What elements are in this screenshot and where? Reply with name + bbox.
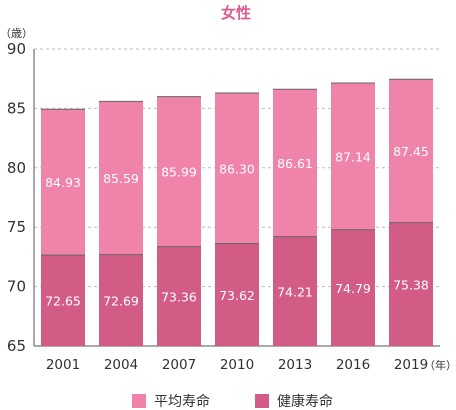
bar-healthy-life — [389, 222, 433, 346]
data-label-average-life: 84.93 — [45, 175, 81, 190]
legend-swatch — [255, 394, 269, 408]
x-tick-label: 2019 — [394, 357, 428, 373]
legend-label: 平均寿命 — [154, 393, 210, 410]
bar-healthy-life — [157, 246, 201, 346]
x-tick-label: 2013 — [278, 357, 312, 373]
y-tick-label: 70 — [7, 278, 26, 296]
data-label-average-life: 85.59 — [103, 171, 139, 186]
data-label-healthy-life: 72.69 — [103, 293, 139, 308]
data-label-average-life: 87.45 — [393, 144, 429, 159]
data-label-average-life: 85.99 — [161, 165, 197, 180]
bar-healthy-life — [41, 255, 85, 346]
y-tick-label: 80 — [7, 159, 26, 177]
data-label-healthy-life: 74.79 — [335, 281, 371, 296]
data-label-healthy-life: 75.38 — [393, 277, 429, 292]
x-tick-label: 2016 — [336, 357, 370, 373]
x-tick-label: 2007 — [162, 357, 196, 373]
data-label-healthy-life: 73.36 — [161, 289, 197, 304]
y-tick-label: 90 — [7, 40, 26, 58]
data-label-average-life: 86.30 — [219, 161, 255, 176]
y-tick-label: 75 — [7, 218, 26, 236]
data-label-healthy-life: 73.62 — [219, 288, 255, 303]
y-axis-unit: （歳） — [0, 27, 33, 40]
data-label-average-life: 87.14 — [335, 149, 371, 164]
x-axis-unit: （年） — [424, 358, 456, 372]
x-tick-label: 2010 — [220, 357, 254, 373]
data-label-average-life: 86.61 — [277, 156, 313, 171]
x-tick-label: 2001 — [46, 357, 80, 373]
bar-healthy-life — [215, 243, 259, 346]
y-tick-label: 65 — [7, 337, 26, 355]
bar-healthy-life — [99, 254, 143, 346]
data-label-healthy-life: 74.21 — [277, 284, 313, 299]
y-tick-label: 85 — [7, 99, 26, 117]
bar-healthy-life — [273, 236, 317, 346]
x-tick-label: 2004 — [104, 357, 138, 373]
data-label-healthy-life: 72.65 — [45, 294, 81, 309]
legend-label: 健康寿命 — [277, 393, 333, 410]
legend-swatch — [132, 394, 146, 408]
bar-healthy-life — [331, 229, 375, 346]
chart-title: 女性 — [221, 4, 251, 22]
